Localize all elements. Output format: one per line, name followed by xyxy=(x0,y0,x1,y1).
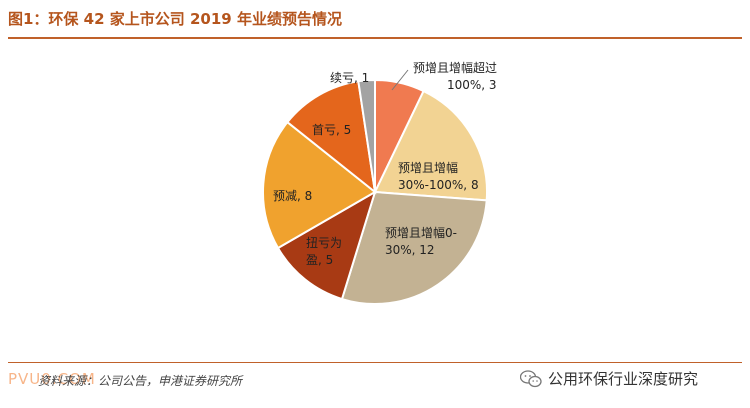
slice-label: 30%-100%, 8 xyxy=(398,178,479,192)
pie-slice xyxy=(340,190,488,305)
watermark-text: PVU0.COM xyxy=(8,370,96,388)
slice-label: 30%, 12 xyxy=(385,243,435,257)
slice-label: 续亏, 1 xyxy=(330,71,369,85)
pie-slice xyxy=(373,89,489,202)
wechat-icon xyxy=(520,369,542,387)
pie-slice xyxy=(286,80,377,195)
pie-slice xyxy=(357,78,376,193)
wechat-watermark: 公用环保行业深度研究 xyxy=(520,368,698,389)
source-note: 资料来源：公司公告，申港证券研究所 xyxy=(38,374,243,388)
slice-label: 100%, 3 xyxy=(447,78,497,92)
pie-slice xyxy=(276,189,377,301)
slice-label: 首亏, 5 xyxy=(312,123,351,137)
slice-label: 预减, 8 xyxy=(273,189,312,203)
slice-label: 盈, 5 xyxy=(306,253,333,267)
slice-label: 预增且增幅超过 xyxy=(413,60,497,75)
title-divider xyxy=(8,37,742,39)
slice-label: 预增且增幅 xyxy=(398,160,458,175)
bottom-divider xyxy=(8,362,742,363)
pie-slice xyxy=(262,120,377,250)
figure-title: 图1：环保 42 家上市公司 2019 年业绩预告情况 xyxy=(8,10,342,28)
slice-label: 扭亏为 xyxy=(306,236,342,250)
pie-chart: 预增且增幅超过 100%, 3 预增且增幅 30%-100%, 8 预增且增幅0- 30%… xyxy=(262,60,497,305)
callout-line xyxy=(391,69,409,91)
slice-label: 预增且增幅0- xyxy=(385,225,457,240)
wechat-account-name: 公用环保行业深度研究 xyxy=(548,370,699,388)
